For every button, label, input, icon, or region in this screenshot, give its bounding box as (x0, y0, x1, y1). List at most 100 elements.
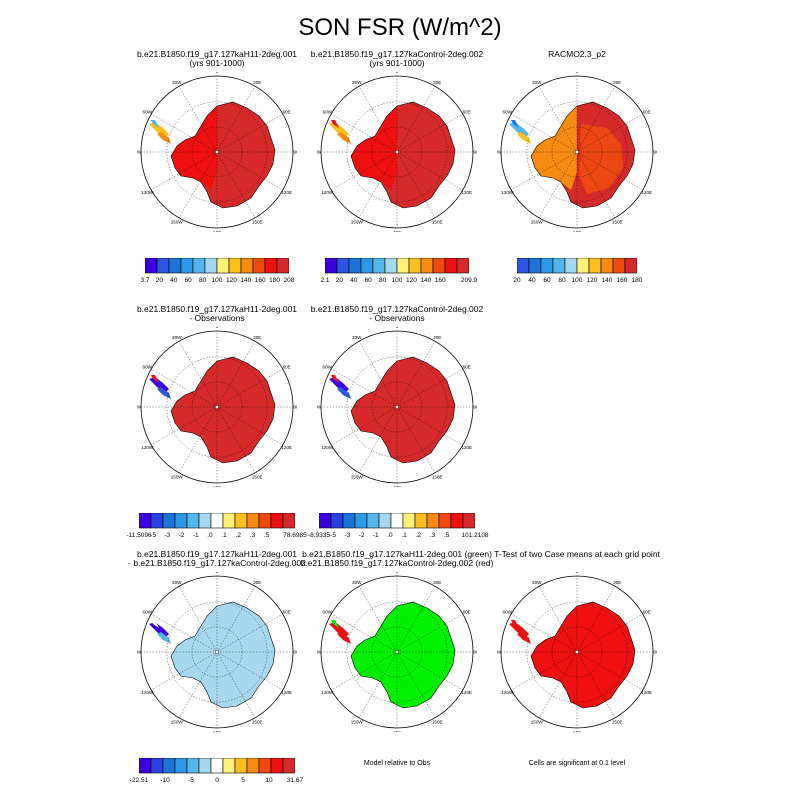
peninsula-cell (149, 377, 169, 393)
peninsula-cell (151, 620, 159, 628)
colorbar-swatch (210, 513, 224, 529)
west-antarctica-fill (171, 106, 217, 190)
meridian-line (216, 151, 283, 191)
colorbar (139, 513, 295, 529)
colorbar-swatch (408, 258, 422, 274)
meridian-line (396, 113, 463, 153)
graticule (501, 576, 653, 728)
colorbar-label: .0 (387, 532, 393, 539)
peninsula-cell (157, 387, 171, 399)
meridian-line (151, 651, 218, 691)
meridian-line (396, 406, 436, 473)
polar-map: 0 30E 60E 90E 120E 150E 180 150W 120W 90W 60W 30W (497, 72, 657, 232)
longitude-label: 90E (293, 150, 297, 155)
west-antarctica-fill (531, 106, 577, 190)
panel-title: b.e21.B1850.f19_g17.127kaControl-2deg.00… (292, 305, 502, 323)
colorbar-label: -5 (330, 532, 337, 539)
colorbar-label: 80 (378, 277, 387, 284)
longitude-label: 60E (643, 609, 651, 614)
colorbar-label: 20 (513, 277, 521, 284)
colorbar-label: 160 (616, 277, 628, 284)
longitude-label: 60E (283, 109, 291, 114)
pole-marker (215, 405, 219, 409)
colorbar-swatch (348, 258, 362, 274)
colorbar-label: 120 (225, 277, 237, 284)
peninsula-cell (329, 122, 349, 138)
panel-title-line: b.e21.B1850.f19_g17.127kaControl-2deg.00… (300, 558, 494, 568)
longitude-label: 60E (463, 109, 471, 114)
colorbar-label: -22.51 (129, 777, 149, 784)
longitude-label: 150E (252, 474, 263, 479)
continent (509, 101, 636, 209)
colorbar-swatch (426, 513, 440, 529)
meridian-line (151, 613, 218, 653)
peninsula-cell (157, 132, 171, 144)
colorbar-label: 160 (434, 277, 446, 284)
meridian-line (396, 586, 436, 653)
longitude-label: 120W (141, 445, 154, 450)
polar-map: 0 30E 60E 90E 120E 150E 180 150W 120W 90W 60W 30W (317, 327, 477, 487)
colorbar-label: -1 (192, 532, 199, 539)
colorbar-label: .0 (207, 532, 213, 539)
colorbar-label: .5 (443, 532, 450, 539)
colorbar-swatch (336, 258, 350, 274)
meridian-line (216, 86, 256, 153)
colorbar-label: 40 (528, 277, 536, 284)
peninsula-cell (331, 620, 339, 628)
longitude-label: 60E (463, 364, 471, 369)
longitude-label: 90W (317, 650, 322, 655)
colorbar-label: 180 (631, 277, 643, 284)
meridian-line (576, 651, 643, 691)
meridian-line (216, 586, 256, 653)
continent (329, 101, 456, 209)
longitude-label: 30W (172, 80, 182, 85)
longitude-label: 30W (352, 580, 362, 585)
meridian-line (331, 406, 398, 446)
continent-fill (171, 102, 275, 208)
colorbar-label: 120 (405, 277, 417, 284)
longitude-label: 30E (433, 580, 441, 585)
meridian-line (178, 151, 218, 218)
peninsula-cell (331, 375, 339, 383)
longitude-label: 120W (321, 190, 334, 195)
colorbar-swatch (576, 258, 590, 274)
meridian-line (396, 86, 436, 153)
colorbar-swatch (540, 258, 554, 274)
longitude-label: 30E (253, 80, 261, 85)
meridian-line (331, 368, 398, 408)
colorbar-label: 100 (211, 277, 223, 284)
colorbar-swatch (517, 258, 530, 274)
colorbar-swatch (222, 758, 236, 774)
longitude-label: 30W (352, 80, 362, 85)
longitude-label: 180 (393, 730, 401, 732)
colorbar-swatch (282, 513, 295, 529)
graticule (141, 576, 293, 728)
panel-title-line: b.e21.B1850.f19_g17.127kaControl-2deg.00… (310, 304, 484, 314)
longitude-label: 30E (433, 80, 441, 85)
meridian-line (396, 341, 436, 408)
colorbar-swatch (270, 758, 284, 774)
longitude-label: 0 (576, 572, 579, 574)
colorbar-label: 160 (254, 277, 266, 284)
panel-title: T-Test of two Case means at each grid po… (472, 550, 682, 559)
colorbar-swatch (198, 513, 212, 529)
meridian-line (216, 341, 256, 408)
colorbar-swatch (222, 513, 236, 529)
meridian-line (151, 368, 218, 408)
meridian-line (178, 86, 218, 153)
meridian-line (538, 86, 578, 153)
pole-marker (395, 150, 399, 154)
colorbar-label: -5 (150, 532, 157, 539)
polar-map: 0 30E 60E 90E 120E 150E 180 150W 120W 90W 60W 30W (317, 572, 477, 732)
meridian-line (358, 151, 398, 218)
latitude-circle (166, 101, 268, 203)
colorbar-swatch (319, 513, 332, 529)
colorbar-label: 209.9 (460, 277, 478, 284)
pole-marker (215, 650, 219, 654)
peninsula-cell (511, 620, 519, 628)
colorbar-swatch (216, 258, 230, 274)
latitude-circle (526, 601, 628, 703)
longitude-label: 60W (323, 364, 333, 369)
meridian-line (178, 586, 218, 653)
meridian-line (358, 86, 398, 153)
